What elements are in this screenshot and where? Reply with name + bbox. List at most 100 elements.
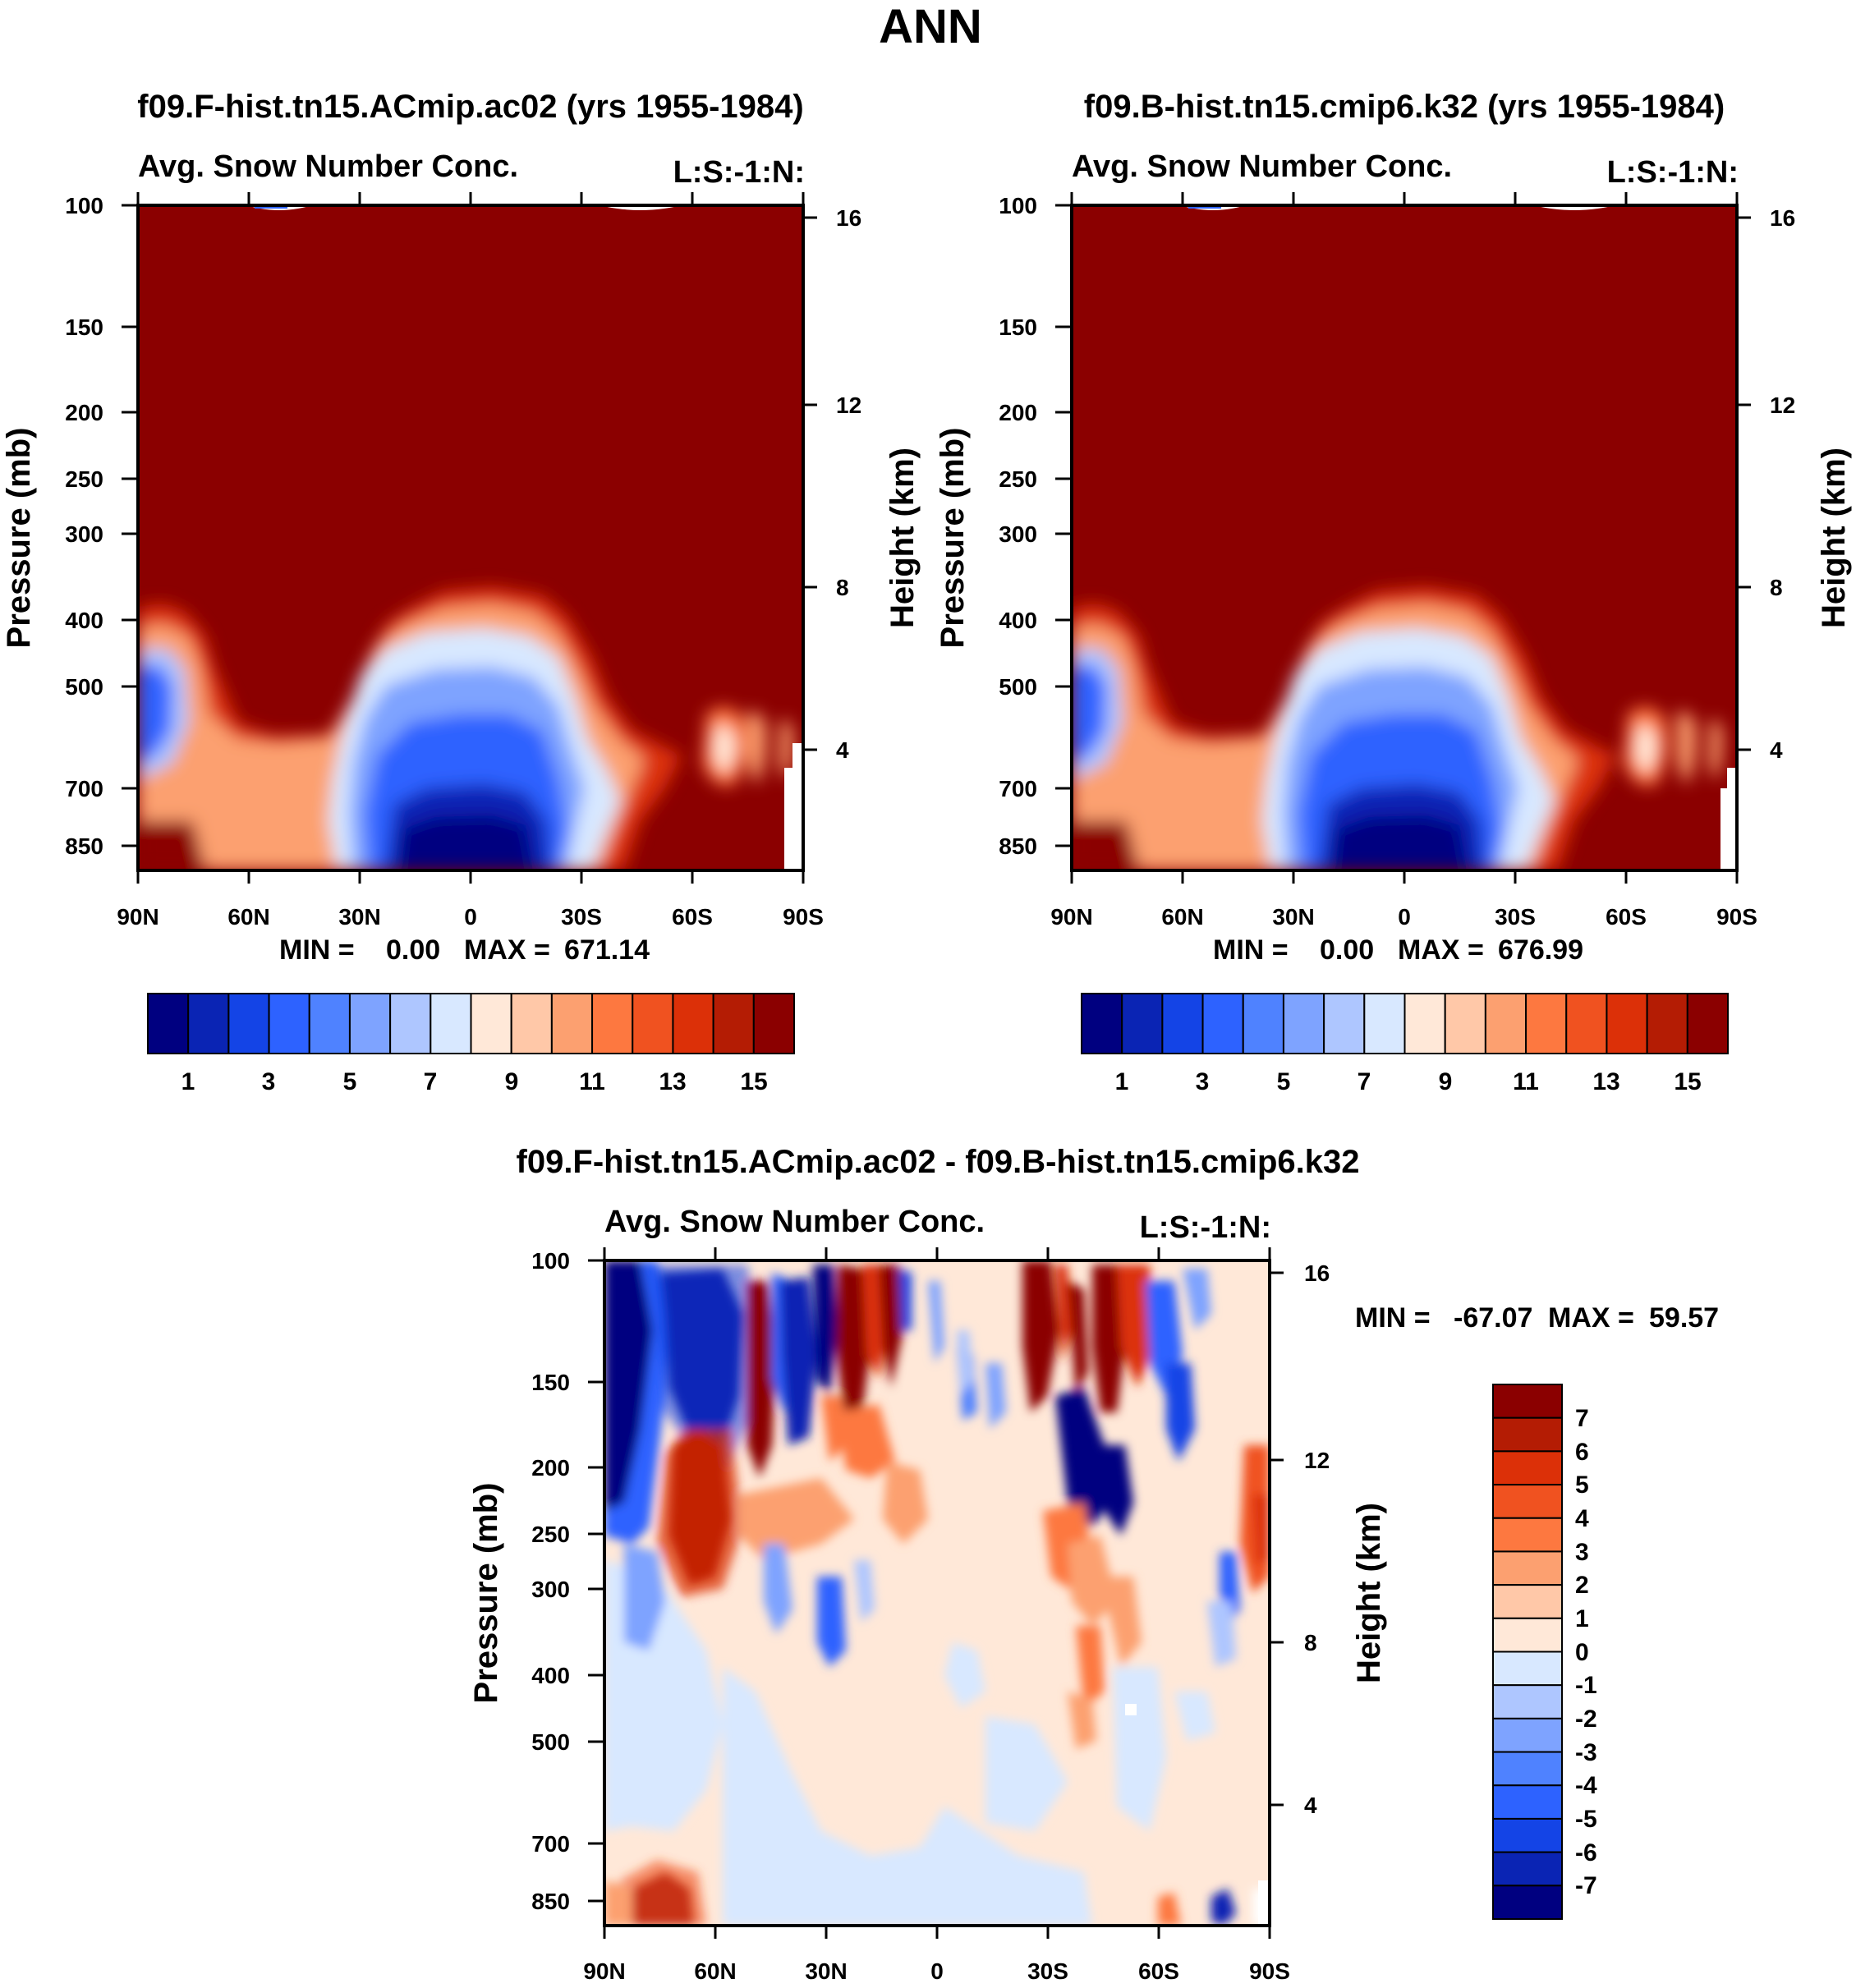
colorbar-box — [1492, 1416, 1563, 1453]
colorbar-label: 5 — [1575, 1471, 1589, 1499]
colorbar-box — [1492, 1784, 1563, 1820]
colorbar-label: 7 — [1575, 1405, 1589, 1432]
panel-a-y-tick-labels: 100 150 200 250 300 400 500 700 850 — [65, 193, 103, 859]
panel-b-left-string: Avg. Snow Number Conc. — [1072, 149, 1452, 184]
colorbar-box — [752, 993, 795, 1054]
y-tick-label: 250 — [999, 466, 1037, 492]
colorbar-label: -3 — [1575, 1739, 1597, 1766]
x-tick-label: 30S — [1027, 1958, 1068, 1984]
colorbar-box — [389, 993, 432, 1054]
colorbar-box — [1492, 1517, 1563, 1553]
colorbar-box — [1492, 1817, 1563, 1853]
colorbar-box — [1492, 1484, 1563, 1519]
colorbar-box — [1492, 1384, 1563, 1419]
colorbar-box — [348, 993, 392, 1054]
min-value: 0.00 — [386, 934, 440, 966]
x-tick-label: 30N — [338, 904, 380, 930]
colorbar-label: 3 — [1196, 1068, 1210, 1095]
max-value: 676.99 — [1498, 934, 1583, 966]
y-tick-label: 250 — [531, 1522, 570, 1547]
y-tick-label: 500 — [531, 1729, 570, 1755]
max-label: MAX = — [1548, 1302, 1634, 1334]
panel-a-colorbar — [147, 993, 795, 1054]
y-tick-label: 500 — [65, 674, 103, 700]
panel-a-title: f09.F-hist.tn15.ACmip.ac02 (yrs 1955-198… — [137, 89, 803, 125]
panel-b-colorbar-labels: 1 3 5 7 9 11 13 15 — [1115, 1068, 1702, 1095]
panel-b-title: f09.B-hist.tn15.cmip6.k32 (yrs 1955-1984… — [1084, 89, 1725, 125]
panel-b-y2-tick-labels: 16 12 8 4 — [1770, 205, 1795, 763]
colorbar-box — [430, 993, 472, 1054]
panel-a-left-string: Avg. Snow Number Conc. — [138, 149, 518, 184]
y2-tick-label: 8 — [1304, 1630, 1317, 1655]
colorbar-box — [1492, 1617, 1563, 1653]
colorbar-box — [1323, 993, 1366, 1054]
colorbar-label: 3 — [262, 1068, 276, 1095]
figure-title: ANN — [879, 0, 982, 53]
colorbar-label: 1 — [1115, 1068, 1129, 1095]
colorbar-label: 7 — [1358, 1068, 1371, 1095]
y-tick-label: 850 — [65, 833, 103, 859]
y-tick-label: 700 — [999, 776, 1037, 801]
colorbar-label: 9 — [1439, 1068, 1453, 1095]
colorbar-box — [1492, 1584, 1563, 1619]
colorbar-box — [268, 993, 310, 1054]
panel-c-field — [604, 1260, 1270, 1926]
y-tick-label: 200 — [65, 400, 103, 425]
colorbar-label: 1 — [181, 1068, 195, 1095]
x-tick-label: 90S — [783, 904, 824, 930]
colorbar-label: 0 — [1575, 1639, 1589, 1666]
colorbar-box — [1686, 993, 1729, 1054]
colorbar-box — [591, 993, 634, 1054]
colorbar-box — [632, 993, 674, 1054]
x-tick-label: 0 — [464, 904, 477, 930]
colorbar-label: -6 — [1575, 1839, 1597, 1866]
x-tick-label: 0 — [1398, 904, 1411, 930]
colorbar-box — [550, 993, 594, 1054]
colorbar-box — [1646, 993, 1688, 1054]
y2-tick-label: 12 — [1304, 1448, 1330, 1473]
panel-c-stats: MIN = -67.07 MAX = 59.57 — [1355, 1302, 1719, 1334]
colorbar-box — [1492, 1717, 1563, 1753]
panel-b: f09.B-hist.tn15.cmip6.k32 (yrs 1955-1984… — [935, 89, 1852, 1095]
x-tick-label: 60N — [694, 1958, 736, 1984]
panel-b-colorbar — [1081, 993, 1729, 1054]
min-value: -67.07 — [1454, 1302, 1532, 1334]
panel-a-right-string: L:S:-1:N: — [673, 155, 805, 190]
colorbar-box — [1484, 993, 1528, 1054]
x-tick-label: 60S — [672, 904, 713, 930]
x-tick-label: 0 — [930, 1958, 944, 1984]
panel-c-right-string: L:S:-1:N: — [1140, 1210, 1271, 1245]
panel-a-y2label: Height (km) — [884, 448, 921, 628]
y-tick-label: 400 — [531, 1663, 570, 1688]
x-tick-label: 90S — [1716, 904, 1757, 930]
min-label: MIN = — [279, 934, 355, 966]
x-tick-label: 60S — [1138, 1958, 1179, 1984]
y-tick-label: 850 — [999, 833, 1037, 859]
panel-b-y2label: Height (km) — [1816, 448, 1852, 628]
colorbar-label: -5 — [1575, 1806, 1597, 1833]
y2-tick-label: 16 — [836, 205, 861, 231]
y-tick-label: 300 — [531, 1577, 570, 1602]
colorbar-label: 15 — [740, 1068, 767, 1095]
panel-c: f09.F-hist.tn15.ACmip.ac02 - f09.B-hist.… — [468, 1144, 1719, 1984]
colorbar-label: 2 — [1575, 1572, 1589, 1599]
panel-c-x-tick-labels: 90N 60N 30N 0 30S 60S 90S — [583, 1958, 1290, 1984]
y-tick-label: 300 — [999, 521, 1037, 547]
colorbar-box — [1565, 993, 1608, 1054]
panel-a-colorbar-labels: 1 3 5 7 9 11 13 15 — [181, 1068, 768, 1095]
colorbar-box — [1492, 1651, 1563, 1687]
panel-b-ylabel: Pressure (mb) — [935, 428, 971, 649]
panel-a-y2-tick-labels: 16 12 8 4 — [836, 205, 861, 763]
colorbar-box — [1161, 993, 1204, 1054]
panel-c-left-string: Avg. Snow Number Conc. — [604, 1205, 985, 1239]
colorbar-box — [1525, 993, 1568, 1054]
y-tick-label: 500 — [999, 674, 1037, 700]
colorbar-label: -4 — [1575, 1772, 1597, 1799]
x-tick-label: 30S — [1495, 904, 1536, 930]
colorbar-box — [147, 993, 190, 1054]
y2-tick-label: 4 — [1304, 1793, 1317, 1818]
colorbar-box — [1492, 1851, 1563, 1887]
panel-c-y2-tick-labels: 16 12 8 4 — [1304, 1260, 1330, 1818]
x-tick-label: 30N — [1272, 904, 1314, 930]
